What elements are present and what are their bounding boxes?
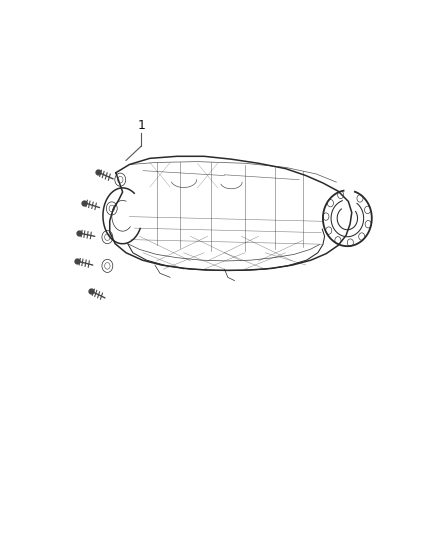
Text: 1: 1: [138, 119, 145, 132]
